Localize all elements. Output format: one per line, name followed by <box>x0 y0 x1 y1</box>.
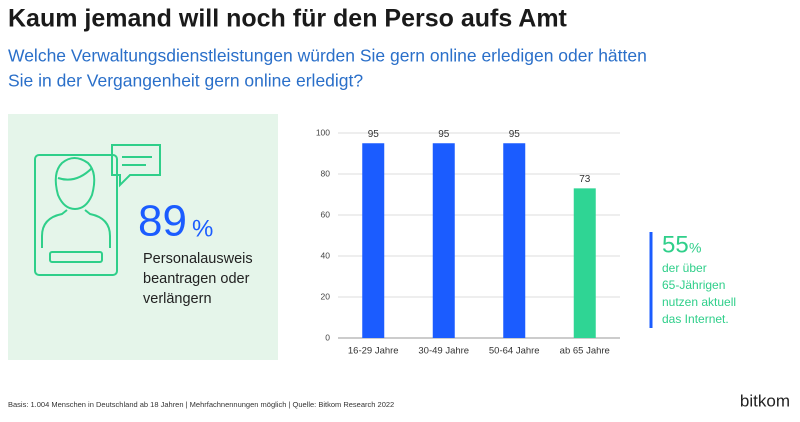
bar <box>432 143 455 338</box>
panel-text: verlängern <box>143 291 212 307</box>
y-tick-label: 20 <box>321 291 331 301</box>
callout-unit: % <box>689 240 701 256</box>
bar-chart: 0 20 40 60 80 100 16-29 Jahre 95 30-49 Jahre 95 50… <box>316 127 620 357</box>
y-tick-label: 60 <box>321 209 331 219</box>
callout-text: der über <box>662 261 707 275</box>
bar <box>573 188 596 338</box>
logo: bitkom <box>740 391 790 410</box>
source: Basis: 1.004 Menschen in Deutschland ab … <box>8 400 394 409</box>
y-tick-label: 0 <box>325 332 330 342</box>
panel-text: Personalausweis <box>143 251 253 267</box>
value-label: 95 <box>438 129 450 140</box>
subtitle: Sie in der Vergangenheit gern online erl… <box>8 71 363 91</box>
callout-text: 65-Jährigen <box>662 278 725 292</box>
bar <box>362 143 385 338</box>
callout-text: nutzen aktuell <box>662 295 736 309</box>
panel-text: beantragen oder <box>143 271 250 287</box>
value-label: 95 <box>509 129 521 140</box>
callout-value: 55 <box>662 231 689 258</box>
x-tick-label: 16-29 Jahre <box>348 346 399 357</box>
x-tick-label: 30-49 Jahre <box>418 346 469 357</box>
value-label: 95 <box>368 129 380 140</box>
y-tick-label: 40 <box>321 250 331 260</box>
title: Kaum jemand will noch für den Perso aufs… <box>8 5 568 33</box>
y-tick-label: 80 <box>321 168 331 178</box>
value-label: 73 <box>579 174 591 185</box>
stat-value: 89 <box>138 197 187 246</box>
y-tick-label: 100 <box>316 127 330 137</box>
x-tick-label: 50-64 Jahre <box>489 346 540 357</box>
bar <box>503 143 526 338</box>
subtitle: Welche Verwaltungsdienstleistungen würde… <box>8 46 647 66</box>
person-icon <box>34 144 161 276</box>
x-tick-label: ab 65 Jahre <box>560 346 610 357</box>
callout-text: das Internet. <box>662 312 729 326</box>
stat-unit: % <box>192 215 213 242</box>
